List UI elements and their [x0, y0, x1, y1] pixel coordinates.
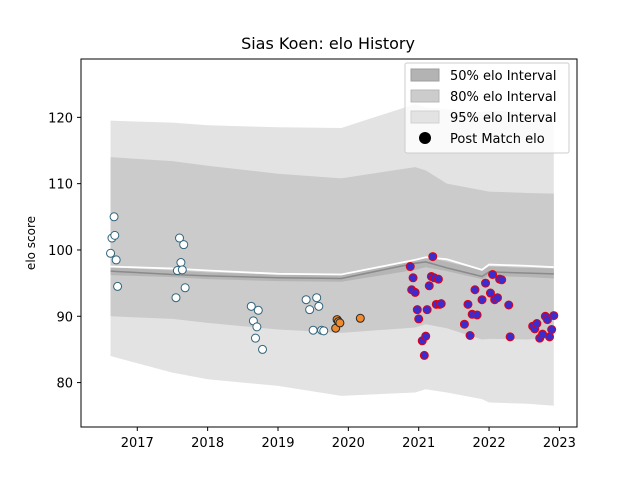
data-point	[111, 255, 121, 265]
data-point	[305, 305, 315, 315]
data-point	[412, 305, 422, 315]
series-0	[106, 212, 329, 354]
x-tick-label: 2019	[261, 436, 294, 451]
data-point	[176, 258, 186, 268]
legend: 50% elo Interval 80% elo Interval 95% el…	[404, 62, 570, 154]
data-point	[419, 350, 429, 360]
data-point	[459, 319, 469, 329]
data-point	[174, 233, 184, 243]
legend-label-post-match: Post Match elo	[450, 132, 545, 147]
data-point	[485, 288, 495, 298]
data-point	[488, 269, 498, 279]
data-point	[472, 310, 482, 320]
data-point	[497, 275, 507, 285]
y-tick-label: 120	[48, 111, 73, 126]
data-point	[421, 331, 431, 341]
data-point	[314, 301, 324, 311]
legend-swatch-80	[410, 89, 440, 103]
data-point	[424, 281, 434, 291]
x-tick-label: 2018	[191, 436, 224, 451]
data-point	[545, 332, 555, 342]
data-point	[436, 299, 446, 309]
median-elo-line	[110, 256, 554, 276]
legend-label-95: 95% elo Interval	[450, 111, 557, 126]
data-point	[106, 248, 116, 258]
data-point	[549, 311, 559, 321]
y-tick-label: 110	[48, 178, 73, 193]
data-point	[470, 285, 480, 295]
data-point	[180, 283, 190, 293]
y-tick-label: 80	[56, 377, 73, 392]
data-point	[319, 326, 329, 336]
y-tick-label: 90	[56, 310, 73, 325]
data-point	[428, 252, 438, 262]
data-point	[355, 313, 365, 323]
series-2	[405, 252, 559, 360]
legend-label-80: 80% elo Interval	[450, 90, 557, 105]
data-point	[171, 293, 181, 303]
band-80-interval	[110, 157, 554, 340]
x-tick-label: 2017	[121, 436, 154, 451]
y-axis-label: elo score	[24, 216, 38, 270]
data-point	[177, 265, 187, 275]
x-tick-label: 2023	[543, 436, 576, 451]
data-point	[465, 330, 475, 340]
x-tick-label: 2021	[402, 436, 435, 451]
data-point	[312, 293, 322, 303]
data-point	[250, 333, 260, 343]
data-point	[110, 230, 120, 240]
plot-frame	[80, 58, 578, 428]
data-point	[109, 212, 119, 222]
data-point	[463, 299, 473, 309]
plot-area: 2017 2018 2019 2020 2021 2022 2023 80 90 100 110 12…	[48, 58, 578, 451]
data-point	[408, 273, 418, 283]
axes: 2017 2018 2019 2020 2021 2022 2023 80 90 100 110 12…	[48, 111, 576, 451]
data-point	[308, 325, 318, 335]
data-point	[422, 305, 432, 315]
data-point	[532, 319, 542, 329]
data-point	[301, 295, 311, 305]
legend-marker-post-match	[419, 132, 431, 144]
data-point	[252, 322, 262, 332]
data-point	[253, 305, 263, 315]
x-tick-label: 2022	[473, 436, 506, 451]
y-tick-label: 100	[48, 244, 73, 259]
legend-label-50: 50% elo Interval	[450, 69, 557, 84]
x-tick-label: 2020	[332, 436, 365, 451]
data-point	[492, 293, 502, 303]
data-point	[179, 240, 189, 250]
data-point	[335, 318, 345, 328]
chart-title: Sias Koen: elo History	[241, 34, 415, 53]
data-point	[113, 281, 123, 291]
data-point	[414, 314, 424, 324]
data-point	[433, 274, 443, 284]
data-point	[405, 262, 415, 272]
data-point	[477, 295, 487, 305]
legend-swatch-50	[410, 68, 440, 82]
data-point	[258, 344, 268, 354]
legend-swatch-95	[410, 110, 440, 124]
data-point	[542, 315, 552, 325]
data-point	[410, 287, 420, 297]
legend-frame	[404, 62, 570, 154]
data-point	[246, 301, 256, 311]
series-1	[331, 313, 365, 333]
data-point	[547, 325, 557, 335]
data-point	[481, 278, 491, 288]
data-point	[504, 300, 514, 310]
data-point	[505, 332, 515, 342]
